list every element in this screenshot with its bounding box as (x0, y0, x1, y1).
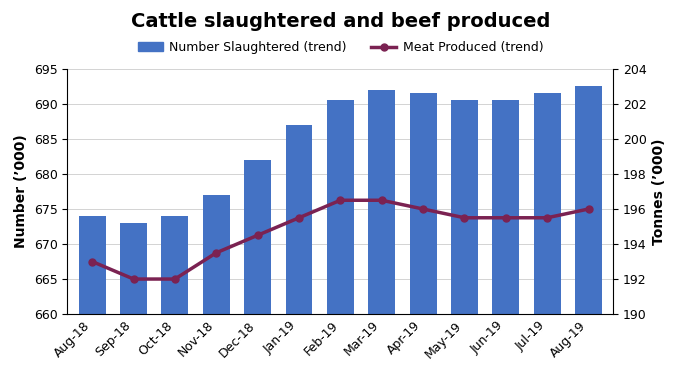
Meat Produced (trend) (171, 277, 179, 282)
Meat Produced (trend) (129, 277, 137, 282)
Bar (368, 90, 395, 383)
Bar (162, 216, 188, 383)
Meat Produced (trend) (377, 198, 386, 203)
Bar (451, 100, 478, 383)
Title: Cattle slaughtered and beef produced: Cattle slaughtered and beef produced (131, 12, 550, 31)
Meat Produced (trend) (88, 259, 96, 264)
Legend: Number Slaughtered (trend), Meat Produced (trend): Number Slaughtered (trend), Meat Produce… (133, 36, 548, 59)
Meat Produced (trend) (419, 207, 427, 211)
Bar (410, 93, 437, 383)
Bar (327, 100, 354, 383)
Bar (79, 216, 106, 383)
Bar (203, 195, 230, 383)
Bar (493, 100, 519, 383)
Bar (534, 93, 561, 383)
Bar (120, 223, 147, 383)
Y-axis label: Number (’000): Number (’000) (14, 135, 28, 248)
Y-axis label: Tonnes (’000): Tonnes (’000) (652, 138, 667, 245)
Meat Produced (trend) (212, 250, 220, 255)
Bar (244, 160, 271, 383)
Meat Produced (trend) (253, 233, 262, 237)
Meat Produced (trend) (295, 216, 303, 220)
Meat Produced (trend) (501, 216, 510, 220)
Line: Meat Produced (trend): Meat Produced (trend) (89, 197, 592, 283)
Bar (575, 87, 602, 383)
Meat Produced (trend) (460, 216, 468, 220)
Meat Produced (trend) (584, 207, 592, 211)
Meat Produced (trend) (336, 198, 344, 203)
Bar (286, 125, 313, 383)
Meat Produced (trend) (543, 216, 551, 220)
